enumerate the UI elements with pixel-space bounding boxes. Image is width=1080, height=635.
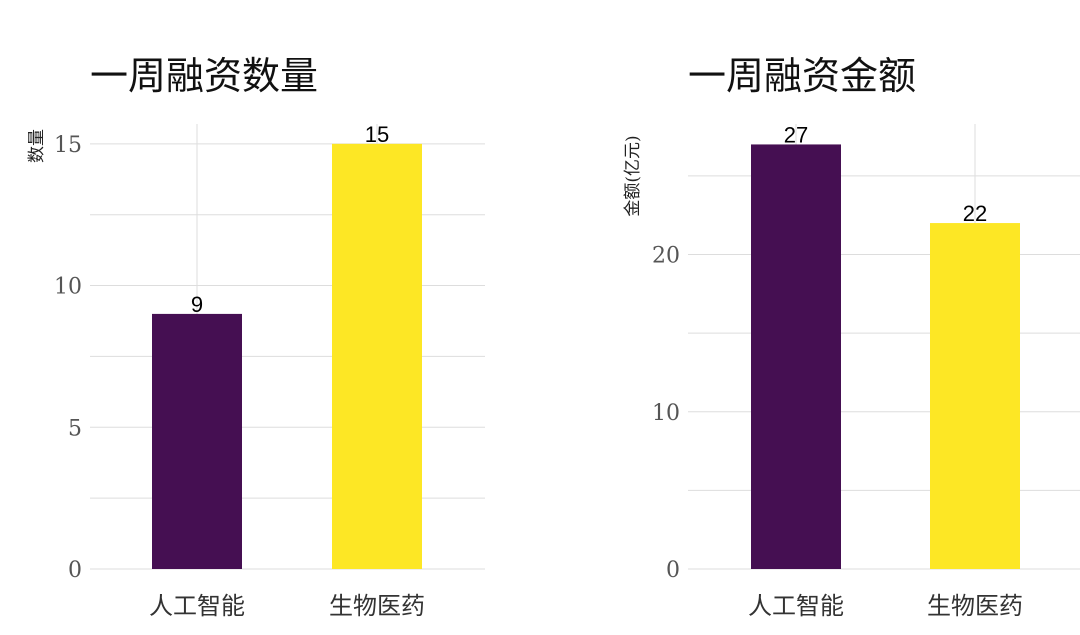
- bar-bio: [930, 223, 1020, 569]
- y-tick-label: 10: [54, 275, 82, 300]
- y-tick-label: 20: [652, 244, 680, 269]
- x-tick-label: 人工智能: [748, 592, 844, 620]
- x-tick-label: 生物医药: [927, 592, 1023, 620]
- bar-bio: [332, 143, 422, 569]
- y-axis-label: 金额(亿元): [623, 135, 643, 216]
- data-label: 27: [784, 122, 808, 147]
- x-tick-label: 人工智能: [149, 592, 245, 620]
- y-tick-label: 10: [652, 401, 680, 426]
- data-label: 22: [963, 201, 987, 226]
- chart-title: 一周融资数量: [90, 54, 318, 98]
- y-tick-label: 0: [666, 558, 680, 583]
- y-tick-label: 5: [68, 416, 82, 441]
- y-axis-label: 数量: [27, 129, 47, 163]
- bar-ai: [751, 144, 841, 569]
- y-tick-label: 0: [68, 558, 82, 583]
- data-label: 15: [365, 122, 389, 147]
- bar-ai: [152, 313, 242, 569]
- y-tick-label: 15: [54, 133, 82, 158]
- x-tick-label: 生物医药: [329, 592, 425, 620]
- data-label: 9: [191, 292, 203, 317]
- chart-title: 一周融资金额: [688, 54, 916, 98]
